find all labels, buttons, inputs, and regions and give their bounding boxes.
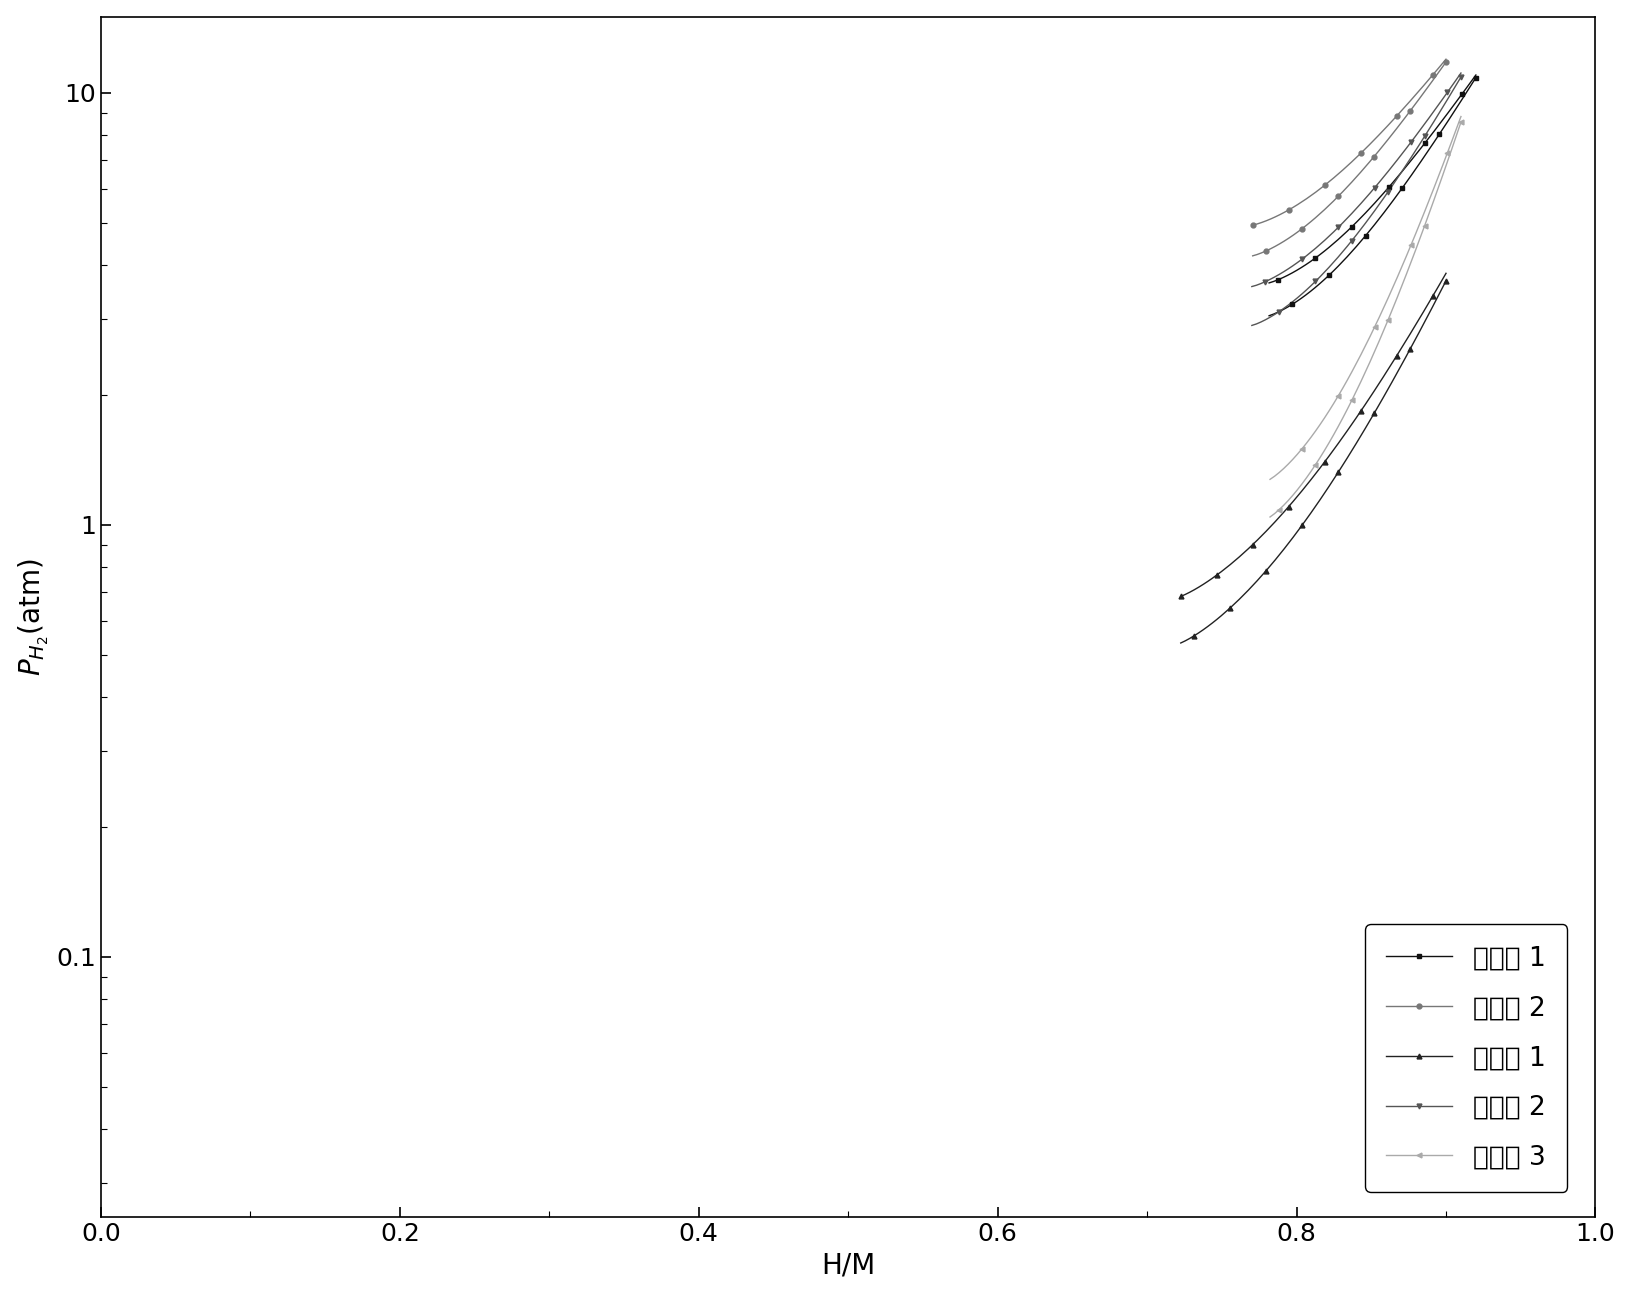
比较例 2 <box>1402 135 1421 150</box>
Line: 实施例 1: 实施例 1 <box>1276 92 1464 283</box>
Line: 比较例 3: 比较例 3 <box>1299 150 1449 451</box>
实施例 1 <box>1379 180 1399 196</box>
比较例 1 <box>1244 537 1263 552</box>
实施例 2 <box>1387 109 1407 124</box>
比较例 1 <box>1172 588 1191 604</box>
比较例 3 <box>1402 237 1421 253</box>
比较例 2 <box>1255 273 1275 289</box>
X-axis label: H/M: H/M <box>821 1252 875 1279</box>
实施例 1 <box>1452 86 1472 101</box>
实施例 1 <box>1268 272 1288 288</box>
比较例 3 <box>1438 145 1457 161</box>
比较例 2 <box>1328 219 1348 235</box>
比较例 3 <box>1293 441 1312 456</box>
Line: 比较例 1: 比较例 1 <box>1178 294 1435 599</box>
实施例 1 <box>1415 135 1435 150</box>
比较例 2 <box>1438 84 1457 100</box>
比较例 1 <box>1208 568 1227 583</box>
比较例 1 <box>1351 403 1371 419</box>
比较例 1 <box>1279 499 1299 515</box>
实施例 1 <box>1306 250 1325 266</box>
Y-axis label: $P_{H_2}$(atm): $P_{H_2}$(atm) <box>16 559 51 675</box>
实施例 2 <box>1351 145 1371 161</box>
比较例 3 <box>1364 319 1384 334</box>
比较例 3 <box>1328 389 1348 404</box>
比较例 2 <box>1293 251 1312 267</box>
比较例 1 <box>1423 289 1443 305</box>
Line: 实施例 2: 实施例 2 <box>1250 73 1435 228</box>
Legend: 实施例 1, 实施例 2, 比较例 1, 比较例 2, 比较例 3: 实施例 1, 实施例 2, 比较例 1, 比较例 2, 比较例 3 <box>1366 924 1567 1192</box>
比较例 1 <box>1387 349 1407 364</box>
实施例 2 <box>1279 202 1299 218</box>
实施例 2 <box>1315 178 1335 193</box>
Line: 比较例 2: 比较例 2 <box>1263 89 1449 284</box>
比较例 2 <box>1364 180 1384 196</box>
实施例 2 <box>1244 218 1263 233</box>
实施例 2 <box>1423 67 1443 83</box>
实施例 1 <box>1342 219 1361 235</box>
比较例 1 <box>1315 454 1335 469</box>
